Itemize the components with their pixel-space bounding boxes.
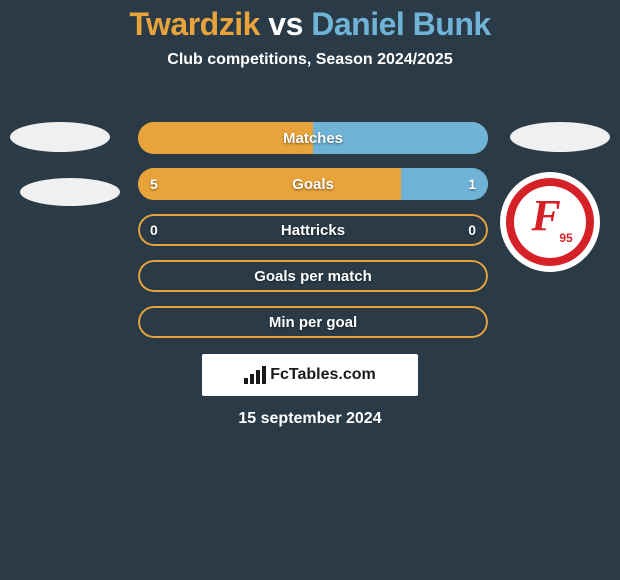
- stat-label: Matches: [138, 122, 488, 154]
- stat-label: Min per goal: [138, 306, 488, 338]
- subtitle: Club competitions, Season 2024/2025: [0, 51, 620, 69]
- stats-panel: Matches Goals5 1 Hattricks0 0 Goals per match…: [138, 122, 488, 352]
- stat-label: Hattricks: [138, 214, 488, 246]
- page-title: Twardzik vs Daniel Bunk: [0, 6, 620, 43]
- branding-text: FcTables.com: [270, 366, 376, 384]
- player-left-club-placeholder: [20, 178, 120, 206]
- stat-row: Goals per match: [138, 260, 488, 292]
- stat-right-value: 0: [468, 214, 476, 246]
- player-left-avatar: [10, 122, 110, 152]
- branding-box: FcTables.com: [202, 354, 418, 396]
- stat-label: Goals per match: [138, 260, 488, 292]
- header: Twardzik vs Daniel Bunk Club competition…: [0, 0, 620, 69]
- player-right-avatar: [510, 122, 610, 152]
- stat-label: Goals: [138, 168, 488, 200]
- fortuna-badge-icon: F 95: [500, 172, 600, 272]
- stat-row: Matches: [138, 122, 488, 154]
- stat-left-value: 0: [150, 214, 158, 246]
- svg-text:F: F: [530, 191, 560, 240]
- player-right-club-badge: F 95: [500, 172, 600, 272]
- title-player-left: Twardzik: [129, 6, 260, 42]
- stat-row: Goals5 1: [138, 168, 488, 200]
- title-vs: vs: [268, 6, 303, 42]
- title-player-right: Daniel Bunk: [311, 6, 490, 42]
- svg-text:95: 95: [559, 231, 573, 245]
- date-label: 15 september 2024: [0, 410, 620, 428]
- stat-left-value: 5: [150, 168, 158, 200]
- stat-right-value: 1: [468, 168, 476, 200]
- chart-icon: [244, 366, 266, 384]
- stat-row: Min per goal: [138, 306, 488, 338]
- stat-row: Hattricks0 0: [138, 214, 488, 246]
